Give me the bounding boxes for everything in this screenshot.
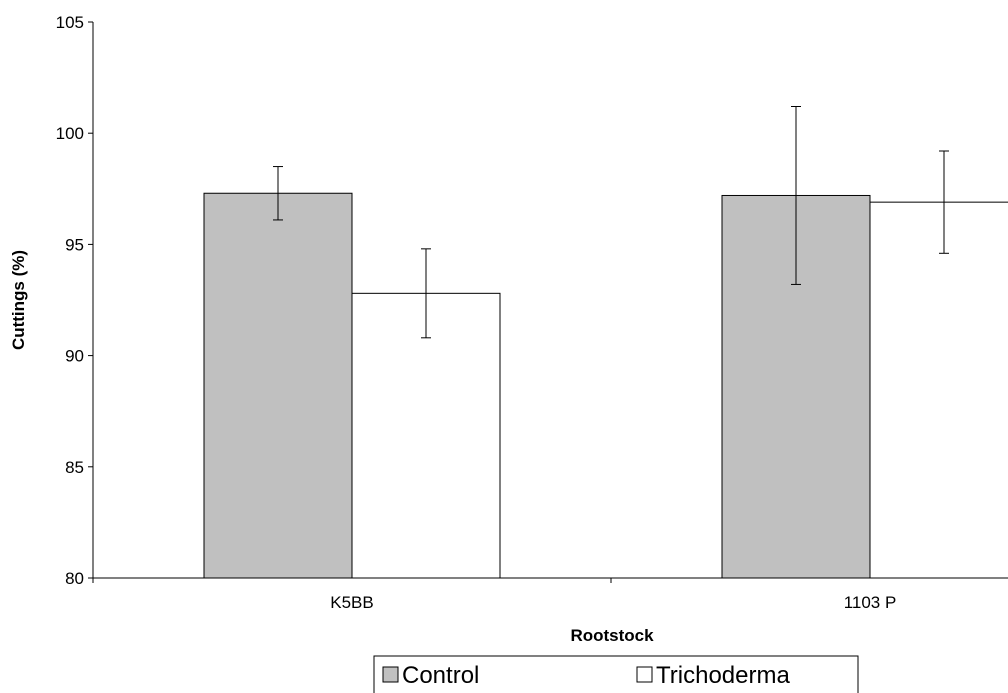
legend-label-control: Control — [402, 662, 479, 689]
y-tick-label: 85 — [65, 458, 84, 477]
legend: Control Trichoderma — [373, 655, 859, 693]
error-bar — [273, 166, 283, 221]
x-tick-label: 1103 P — [844, 593, 897, 612]
axes — [92, 22, 1008, 579]
y-tick-label: 90 — [65, 347, 84, 366]
bar-trichoderma-1103-p — [869, 201, 1008, 579]
y-ticks: 80 85 90 95 100 105 — [56, 13, 93, 588]
x-ticks: K5BB 1103 P — [92, 578, 897, 612]
error-bar — [421, 248, 431, 339]
y-tick-label: 105 — [56, 13, 84, 32]
error-bar — [791, 106, 801, 285]
y-axis-title: Cuttings (%) — [9, 250, 28, 350]
legend-swatch-control — [382, 666, 399, 683]
bar-trichoderma-k5bb — [351, 292, 501, 579]
legend-label-trichoderma: Trichoderma — [656, 662, 790, 689]
error-bar — [939, 150, 949, 254]
bar-control-k5bb — [203, 192, 353, 579]
x-tick-label: K5BB — [330, 593, 373, 612]
legend-swatch-trichoderma — [636, 666, 653, 683]
y-tick-label: 100 — [56, 124, 84, 143]
error-bars — [273, 106, 949, 339]
legend-box — [373, 655, 859, 693]
x-axis-title: Rootstock — [570, 626, 654, 645]
y-tick-label: 80 — [65, 569, 84, 588]
bars — [203, 192, 1008, 579]
y-tick-label: 95 — [65, 235, 84, 254]
